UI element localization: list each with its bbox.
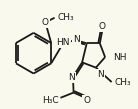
Text: CH₃: CH₃ [115,78,132,87]
Text: O: O [42,18,49,27]
Text: H₃C: H₃C [43,96,59,105]
Text: NH: NH [113,53,126,62]
Text: N: N [73,35,80,44]
Text: O: O [99,22,106,31]
Text: CH₃: CH₃ [58,13,75,22]
Text: O: O [83,96,90,105]
Text: HN: HN [56,37,70,47]
Text: N: N [98,70,104,79]
Text: N: N [68,73,75,82]
